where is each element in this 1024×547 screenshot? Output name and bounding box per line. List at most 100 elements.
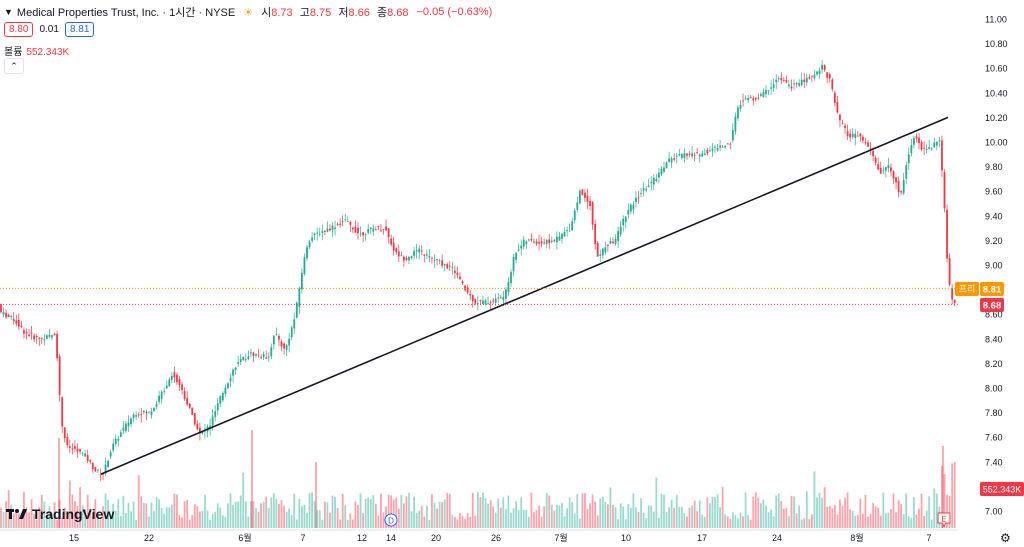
volume-bar (698, 500, 701, 528)
volume-bar (74, 501, 76, 528)
candle-body (711, 148, 714, 151)
candle-body (836, 102, 839, 113)
price-axis[interactable]: 11.00 10.80 10.60 10.40 10.20 10.00 9.80 9.60 9.… (958, 0, 1024, 530)
candle-body (415, 250, 418, 252)
chevron-up-icon[interactable]: ⌃ (4, 58, 24, 74)
y-tick-label: 10.80 (985, 39, 1008, 49)
candle-body (627, 209, 630, 215)
y-tick-label: 9.20 (985, 236, 1003, 246)
symbol-title[interactable]: Medical Properties Trust, Inc. · 1시간 · N… (16, 7, 236, 19)
candle-body (913, 138, 915, 145)
volume-bar (311, 492, 313, 528)
candle-body (153, 408, 155, 411)
volume-bar (517, 510, 520, 528)
candle-body (731, 130, 734, 141)
volume-bar (178, 515, 181, 528)
candle-body (196, 423, 199, 430)
volume-bar (701, 514, 704, 528)
candle-body (482, 300, 484, 304)
candle-body (492, 300, 495, 302)
volume-bar (678, 506, 681, 528)
volume-bar (301, 506, 303, 528)
volume-bar (433, 502, 436, 528)
volume-bar (20, 513, 23, 528)
volume-bar (556, 504, 558, 528)
candle-body (678, 154, 681, 156)
candle-body (318, 234, 321, 236)
candle-body (933, 142, 936, 148)
candle-body (658, 172, 660, 178)
volume-bar (372, 495, 375, 528)
volume-bar (267, 507, 270, 528)
candle-body (68, 446, 71, 448)
x-tick-label: 15 (69, 533, 79, 543)
candle-body (691, 153, 693, 157)
candle-body (112, 443, 115, 451)
volume-bar (650, 505, 653, 528)
candle-body (859, 133, 862, 137)
candle-body (930, 148, 933, 150)
candle-body (635, 197, 637, 203)
earnings-marker[interactable]: E (937, 512, 951, 527)
volume-bar (882, 492, 885, 528)
volume-bar (731, 512, 734, 528)
candle-body (826, 72, 829, 78)
volume-bar (805, 491, 808, 528)
volume-bar (566, 508, 568, 528)
candle-body (484, 300, 487, 305)
volume-bar (482, 492, 484, 528)
volume-bar (107, 499, 109, 528)
time-axis[interactable]: 15 22 6월 7 12 14 20 26 7월 10 17 24 8월 7 (0, 529, 958, 543)
candle-body (385, 226, 387, 231)
candle-body (17, 319, 20, 327)
volume-bar (581, 493, 584, 528)
volume-bar (446, 492, 449, 528)
volume-bar (499, 507, 502, 528)
volume-bar (354, 501, 357, 528)
volume-bar (925, 510, 928, 528)
volume-bar (851, 510, 854, 528)
bid-button[interactable]: 8.80 (4, 22, 34, 37)
volume-bar (405, 496, 408, 528)
candle-body (622, 218, 625, 226)
gear-icon[interactable]: ⚙ (1000, 531, 1011, 545)
volume-bar (548, 495, 551, 528)
candle-body (719, 145, 721, 148)
volume-bar (637, 511, 640, 528)
candle-body (502, 296, 505, 300)
candle-body (882, 169, 885, 171)
volume-bar (856, 514, 859, 528)
candle-body (586, 195, 589, 203)
candle-body (125, 423, 127, 432)
volume-bar (390, 495, 393, 528)
volume-bar (313, 501, 316, 528)
candle-body (670, 158, 673, 163)
y-tick-label: 11.00 (985, 15, 1007, 25)
volume-bar (844, 497, 846, 528)
candle-body (25, 331, 28, 334)
tradingview-logo[interactable]: TradingView (6, 506, 114, 522)
candle-body (469, 293, 472, 296)
volume-bar (833, 505, 836, 528)
volume-bar (890, 509, 892, 528)
collapse-legend-icon[interactable]: ▼ (4, 7, 13, 17)
candle-body (168, 379, 171, 387)
volume-bar (464, 518, 466, 528)
dividend-marker[interactable]: D (384, 513, 398, 527)
volume-bar (89, 508, 92, 528)
candle-body (920, 142, 923, 150)
candle-body (387, 228, 390, 238)
volume-legend[interactable]: 볼륨 552.343K (4, 43, 69, 58)
ask-button[interactable]: 8.81 (64, 22, 95, 37)
volume-bar (326, 502, 329, 528)
candle-body (499, 297, 502, 299)
volume-bar (686, 516, 688, 528)
trendline[interactable] (100, 116, 949, 475)
candle-body (35, 336, 38, 338)
volume-bar (99, 519, 102, 528)
candle-body (599, 254, 602, 256)
volume-bar (647, 505, 650, 528)
volume-bar (352, 519, 354, 528)
candle-body (721, 146, 724, 148)
